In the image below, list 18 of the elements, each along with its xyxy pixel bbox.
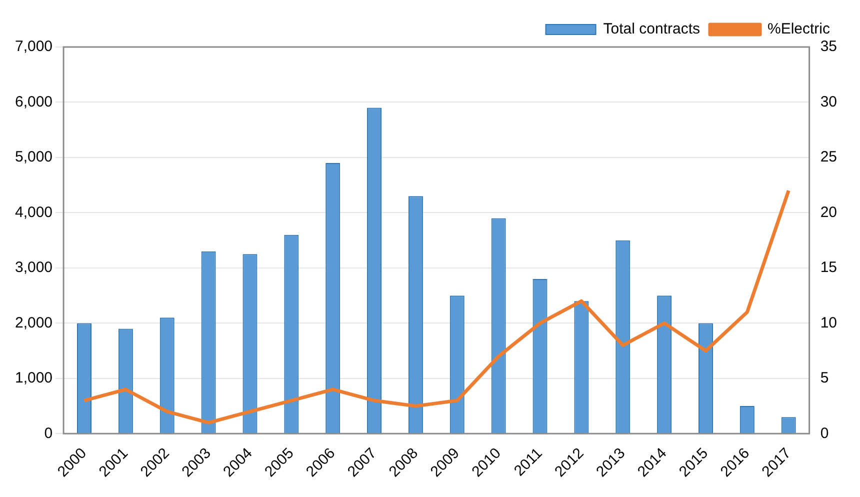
- y-tick-label: 3,000: [14, 259, 53, 276]
- legend-label: %Electric: [767, 20, 830, 38]
- y-tick-label: 5,000: [14, 148, 53, 166]
- legend-label: Total contracts: [603, 20, 700, 38]
- y2-tick-label: 25: [820, 148, 838, 166]
- y2-tick-label: 10: [820, 314, 838, 332]
- y-tick-label: 2,000: [14, 314, 53, 332]
- y-tick-label: 6,000: [14, 93, 53, 110]
- y2-tick-label: 15: [820, 259, 838, 276]
- y2-tick-label: 30: [820, 93, 838, 110]
- y-tick-label: 4,000: [14, 204, 53, 221]
- y2-tick-label: 0: [820, 424, 829, 442]
- y-tick-label: 0: [44, 424, 53, 442]
- y-tick-label: 1,000: [14, 370, 53, 387]
- y2-tick-label: 20: [820, 204, 838, 221]
- y2-tick-label: 35: [820, 38, 838, 56]
- y2-tick-label: 5: [820, 370, 829, 387]
- y-tick-label: 7,000: [14, 38, 53, 56]
